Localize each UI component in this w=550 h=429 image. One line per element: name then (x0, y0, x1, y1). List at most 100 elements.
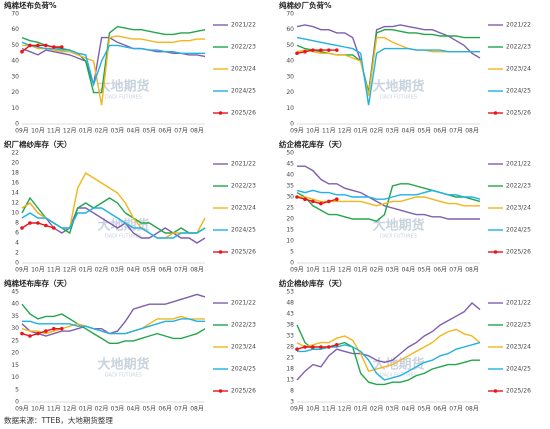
y-tick-label: 10 (286, 238, 294, 245)
y-tick-label: 14 (11, 190, 19, 197)
series-marker (20, 331, 24, 336)
x-tick-label: 10月 (306, 406, 320, 413)
series-line (22, 318, 205, 335)
y-tick-label: 0 (290, 260, 294, 267)
x-tick-label: 05月 (417, 267, 431, 274)
y-tick-label: 8 (290, 388, 294, 395)
y-tick-label: 35 (11, 313, 19, 320)
series-marker (52, 326, 56, 331)
y-tick-label: 40 (286, 58, 294, 65)
y-tick-label: 25 (286, 205, 294, 212)
y-tick-label: 60 (11, 26, 19, 33)
y-tick-label: 13 (286, 377, 294, 384)
y-tick-label: 48 (286, 300, 294, 307)
chart-title: 织厂棉纱库存（天） (4, 139, 72, 149)
series-marker (44, 329, 48, 333)
watermark: 大地期货 (372, 218, 424, 234)
x-tick-label: 08月 (190, 267, 204, 274)
x-tick-label: 10月 (306, 128, 320, 135)
y-tick-label: 25 (11, 337, 19, 344)
x-tick-label: 06月 (433, 406, 447, 413)
series-marker (295, 347, 299, 352)
legend-label: 2021/22 (231, 300, 256, 307)
x-tick-label: 08月 (465, 267, 479, 274)
y-tick-label: 43 (286, 311, 294, 318)
x-tick-label: 07月 (174, 128, 188, 135)
series-line (21, 293, 206, 337)
x-tick-label: 02月 (370, 128, 384, 135)
y-tick-label: 15 (286, 227, 294, 234)
series-marker (44, 223, 48, 228)
legend-label: 2023/24 (506, 66, 531, 73)
y-tick-label: 50 (286, 150, 294, 157)
y-tick-label: 0 (15, 260, 19, 267)
y-tick-label: 30 (11, 325, 19, 332)
legend-label: 2024/25 (231, 227, 256, 234)
series-line (296, 302, 481, 381)
series-marker (334, 48, 339, 52)
y-tick-label: 10 (286, 105, 294, 112)
y-tick-label: 10 (11, 374, 19, 381)
y-tick-label: 70 (11, 11, 19, 18)
series-line (21, 315, 205, 335)
x-tick-label: 02月 (95, 406, 109, 413)
y-tick-label: 15 (11, 362, 19, 369)
watermark-sub: DADI FUTURES (105, 373, 142, 379)
legend-label: 2022/23 (506, 44, 531, 51)
legend-label: 2023/24 (506, 344, 531, 351)
legend-label: 2022/23 (506, 322, 531, 329)
series-marker (327, 199, 331, 204)
x-tick-label: 12月 (63, 128, 77, 135)
legend-label: 2023/24 (231, 66, 256, 73)
series-marker (20, 226, 24, 230)
x-tick-label: 11月 (47, 406, 61, 413)
series-marker (28, 221, 32, 225)
x-tick-label: 12月 (338, 128, 352, 135)
x-tick-label: 12月 (63, 406, 77, 413)
x-tick-label: 10月 (306, 267, 320, 274)
y-tick-label: 40 (11, 301, 19, 308)
legend-label: 2022/23 (231, 322, 256, 329)
x-tick-label: 03月 (386, 267, 400, 274)
series-marker (319, 345, 323, 349)
y-tick-label: 18 (11, 170, 19, 177)
y-tick-label: 3 (290, 399, 294, 406)
legend-marker (218, 389, 223, 393)
x-tick-label: 04月 (127, 267, 141, 274)
y-tick-label: 35 (286, 183, 294, 190)
x-tick-label: 08月 (465, 128, 479, 135)
legend-label: 2021/22 (231, 161, 256, 168)
legend-label: 2024/25 (506, 88, 531, 95)
series-marker (295, 195, 299, 199)
series-line (22, 35, 205, 106)
series-line (296, 328, 481, 373)
series-marker (319, 48, 323, 52)
series-marker (44, 43, 48, 48)
y-tick-label: 2 (15, 250, 19, 257)
x-tick-label: 09月 (290, 406, 304, 413)
legend-marker (218, 250, 223, 254)
legend-marker (218, 111, 223, 115)
series-marker (28, 43, 32, 48)
x-tick-label: 02月 (370, 406, 384, 413)
chart-title: 纯棉坯布负荷% (4, 0, 57, 10)
y-tick-label: 4 (15, 240, 19, 247)
x-tick-label: 03月 (386, 128, 400, 135)
legend-label: 2025/26 (506, 249, 531, 256)
series-marker (327, 345, 331, 349)
x-tick-label: 09月 (15, 128, 29, 135)
x-tick-label: 10月 (31, 267, 45, 274)
series-marker (334, 197, 339, 201)
y-tick-label: 50 (286, 42, 294, 49)
x-tick-label: 05月 (417, 128, 431, 135)
x-tick-label: 08月 (465, 406, 479, 413)
series-marker (334, 343, 339, 347)
y-tick-label: 5 (15, 386, 19, 393)
x-tick-label: 12月 (338, 406, 352, 413)
series-marker (59, 326, 64, 331)
chart-title: 纺企棉花库存（天） (279, 139, 347, 149)
y-tick-label: 33 (286, 333, 294, 340)
x-tick-label: 06月 (158, 406, 172, 413)
y-tick-label: 30 (286, 194, 294, 201)
